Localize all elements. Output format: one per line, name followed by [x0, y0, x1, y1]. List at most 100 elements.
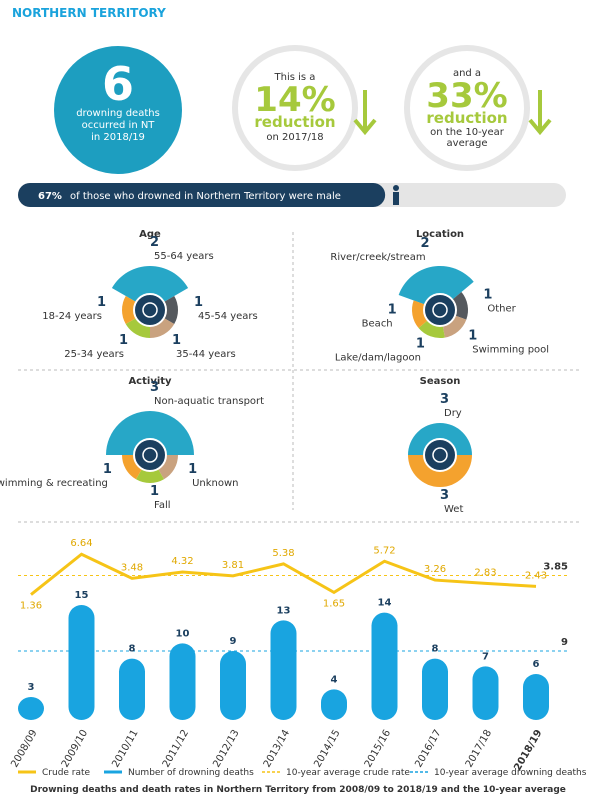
x-tick-label: 2009/10 [60, 728, 90, 769]
segment-value: 1 [388, 303, 397, 318]
bar-label: 10 [176, 628, 190, 639]
segment-value: 1 [119, 333, 128, 348]
rate-label: 1.36 [20, 601, 42, 612]
x-tick-label: 2018/19 [512, 728, 544, 773]
donut-center [133, 293, 167, 327]
bar-label: 6 [533, 659, 540, 670]
legend-label: 10-year average drowning deaths [434, 768, 587, 778]
reduction-word: reduction [254, 113, 335, 131]
segment-value: 2 [421, 236, 430, 251]
bar [119, 658, 145, 720]
bar [472, 666, 499, 720]
donut-icon [142, 447, 158, 463]
rate-label: 3.81 [222, 560, 244, 571]
segment-value: 3 [150, 380, 159, 395]
segment-label: Other [487, 303, 516, 314]
panel-title: Age [139, 229, 161, 240]
segment-label: 45-54 years [198, 311, 258, 322]
donut-icon [142, 302, 158, 318]
segment-value: 1 [468, 329, 477, 344]
rate-label: 1.65 [323, 598, 345, 609]
segment-value: 1 [194, 295, 203, 310]
segment-value: 1 [97, 295, 106, 310]
segment-value: 3 [440, 392, 449, 407]
donut-center [423, 293, 457, 327]
segment [398, 266, 474, 310]
reduction-detail: on the 10-year [430, 127, 505, 138]
reduction-detail: average [447, 138, 488, 149]
segment-value: 1 [416, 336, 425, 351]
page-title: NORTHERN TERRITORY [12, 6, 166, 20]
reference-value: 9 [561, 637, 568, 648]
bar [18, 697, 44, 720]
down-arrow [528, 90, 552, 136]
bar [321, 689, 347, 720]
segment [106, 411, 194, 455]
reduction-percent: 14% [254, 80, 335, 120]
donut-center [133, 438, 167, 472]
segment-value: 2 [150, 235, 159, 250]
rate-label: 4.32 [171, 556, 193, 567]
male-bar [18, 183, 386, 207]
bar-label: 9 [230, 636, 237, 647]
male-percent: 67% [38, 191, 62, 202]
x-tick-label: 2013/14 [262, 728, 292, 769]
reduction-detail: on 2017/18 [266, 132, 323, 143]
rate-line [30, 552, 537, 596]
reduction-ring [232, 45, 358, 171]
reduction-intro: and a [453, 68, 481, 79]
segment-value: 1 [188, 462, 197, 477]
segment-label: 55-64 years [154, 251, 214, 262]
deaths-number: 6 [102, 57, 134, 111]
bar [169, 643, 196, 720]
summary-line: in 2018/19 [91, 132, 145, 143]
reference-value: 3.85 [543, 562, 568, 573]
summary-line: occurred in NT [82, 120, 156, 131]
reduction-percent: 33% [426, 76, 507, 116]
male-text: of those who drowned in Northern Territo… [70, 191, 341, 202]
rate-label: 6.64 [70, 538, 92, 549]
x-tick-label: 2015/16 [363, 728, 393, 769]
bar-label: 14 [378, 598, 392, 609]
segment-label: 35-44 years [176, 349, 236, 360]
x-tick-label: 2012/13 [211, 728, 241, 769]
segment-value: 1 [150, 484, 159, 499]
segment-label: 18-24 years [42, 311, 102, 322]
segment-label: Wet [444, 504, 463, 515]
legend-label: Crude rate [42, 768, 91, 778]
segment-label: Dry [444, 408, 462, 419]
caption: Drowning deaths and death rates in North… [30, 785, 566, 795]
panel-title: Season [420, 376, 461, 387]
rate-label: 5.38 [272, 548, 294, 559]
donut-center [423, 438, 457, 472]
rate-label: 2.83 [474, 567, 496, 578]
segment-label: Lake/dam/lagoon [335, 352, 421, 363]
down-arrow [353, 90, 377, 136]
summary-line: drowning deaths [76, 108, 160, 119]
x-tick-label: 2017/18 [464, 728, 494, 769]
bar [523, 674, 549, 720]
reduction-ring [404, 45, 530, 171]
donut-icon [432, 302, 448, 318]
segment-value: 1 [103, 462, 112, 477]
reduction-intro: This is a [274, 72, 316, 83]
rate-label: 3.48 [121, 562, 143, 573]
segment-value: 1 [172, 333, 181, 348]
x-tick-label: 2011/12 [161, 728, 191, 769]
bar [68, 605, 95, 720]
panel-title: Location [416, 229, 464, 240]
legend-label: 10-year average crude rate [286, 768, 410, 778]
bar [270, 620, 297, 720]
reduction-word: reduction [426, 109, 507, 127]
segment-value: 3 [440, 488, 449, 503]
bar [422, 658, 448, 720]
bar-label: 4 [331, 674, 338, 685]
segment-label: Non-aquatic transport [154, 396, 264, 407]
rate-label: 2.43 [525, 570, 547, 581]
segment-label: Unknown [192, 478, 238, 489]
bar-label: 13 [277, 605, 291, 616]
bar [220, 651, 246, 720]
summary-circle [54, 46, 182, 174]
bar-label: 8 [432, 644, 439, 655]
